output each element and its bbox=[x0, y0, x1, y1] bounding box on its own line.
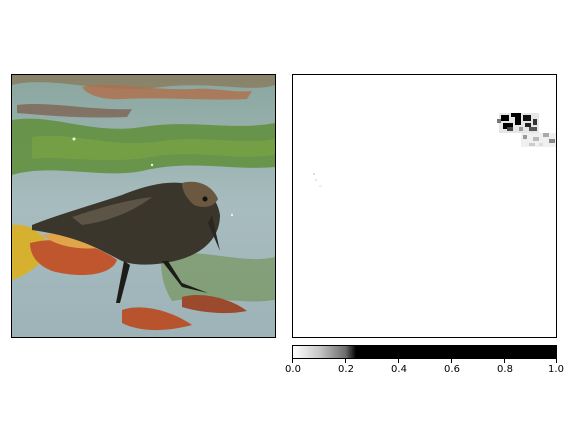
leaf-bottom-right bbox=[182, 294, 247, 314]
algae-highlight bbox=[32, 135, 275, 161]
bird-icon bbox=[32, 181, 220, 303]
colorbar-tick-label: 0.6 bbox=[444, 364, 460, 375]
colorbar-tick bbox=[345, 359, 346, 363]
sparkle bbox=[230, 213, 234, 217]
bird-leg-left bbox=[116, 261, 130, 303]
colorbar-tick bbox=[504, 359, 505, 363]
leaf-bottom bbox=[122, 307, 192, 331]
bird-beak bbox=[208, 215, 220, 251]
saliency-blob-secondary bbox=[521, 133, 556, 147]
debris-top bbox=[12, 75, 275, 89]
saliency-blob-main bbox=[497, 113, 539, 133]
colorbar-tick-label: 1.0 bbox=[548, 364, 564, 375]
leaf-orange-left bbox=[30, 240, 117, 276]
saliency-map-panel bbox=[292, 74, 557, 338]
saliency-faint-marks bbox=[313, 173, 322, 187]
leaf-top bbox=[82, 85, 252, 100]
bird-leg-right bbox=[162, 261, 208, 293]
colorbar-tick bbox=[292, 359, 293, 363]
bird-photo bbox=[12, 75, 275, 337]
leaf-top-left bbox=[17, 104, 132, 118]
colorbar-tick bbox=[398, 359, 399, 363]
algae-lower bbox=[161, 252, 275, 302]
colorbar-tick bbox=[556, 359, 557, 363]
photo-panel bbox=[11, 74, 276, 338]
colorbar-tick-label: 0.0 bbox=[285, 364, 301, 375]
saliency-map bbox=[293, 75, 556, 337]
colorbar-gradient bbox=[293, 346, 556, 358]
colorbar-tick bbox=[451, 359, 452, 363]
sparkle bbox=[72, 137, 76, 141]
sparkle bbox=[150, 163, 154, 167]
colorbar-tick-label: 0.2 bbox=[338, 364, 354, 375]
colorbar-tick-label: 0.8 bbox=[497, 364, 513, 375]
colorbar bbox=[292, 345, 557, 359]
colorbar-tick-label: 0.4 bbox=[391, 364, 407, 375]
